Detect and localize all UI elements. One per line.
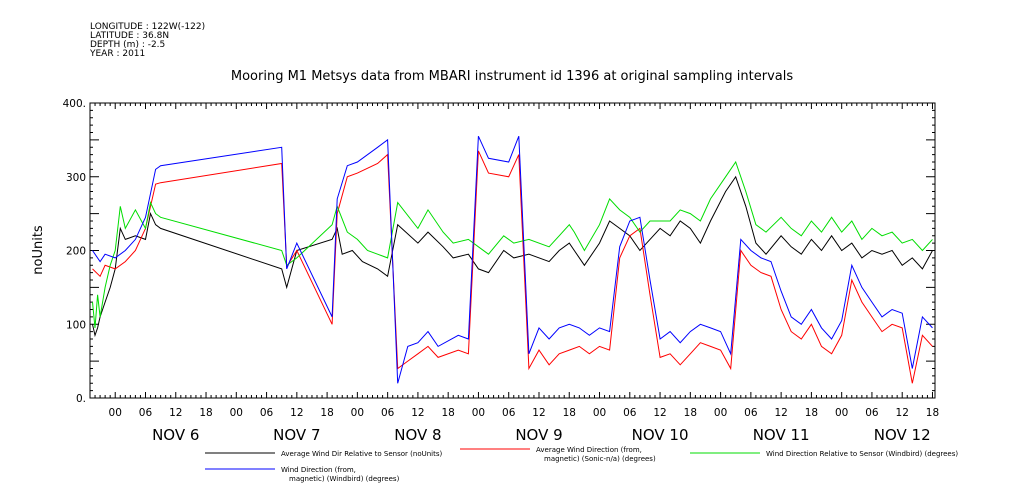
legend-label-cont: magnetic) (Sonic-n/a) (degrees) [544,455,656,463]
x-tick-label: 18 [320,407,333,419]
x-tick-label: 18 [684,407,697,419]
x-tick-label: 12 [290,407,303,419]
x-tick-label: 18 [563,407,576,419]
legend-label: Average Wind Dir Relative to Sensor (noU… [281,450,442,458]
latitude-label: LATITUDE : 36.8N [90,31,169,41]
series-rel-windbird-line [92,160,933,328]
y-tick-label: 300 [66,172,86,184]
x-tick-label: 18 [441,407,454,419]
x-tick-label: 18 [199,407,212,419]
x-tick-label: 06 [139,407,153,419]
x-tick-label: 00 [593,407,606,419]
x-tick-label: 18 [805,407,818,419]
plot-frame [89,102,936,399]
x-tick-label: 06 [744,407,758,419]
x-tick-label: 00 [835,407,848,419]
y-tick-label: 400. [63,98,86,110]
series-wind-dir-windbird-line [92,135,933,384]
x-tick-label: 06 [260,407,274,419]
x-tick-label: 12 [411,407,424,419]
x-day-label: NOV 9 [515,426,562,444]
depth-label: DEPTH (m) : -2.5 [90,40,165,50]
x-day-label: NOV 11 [753,426,810,444]
legend-label: Wind Direction (from, [281,466,356,474]
x-tick-label: 12 [169,407,182,419]
legend-label: Wind Direction Relative to Sensor (Windb… [766,450,958,458]
x-tick-label: 12 [653,407,666,419]
y-tick-label: 100 [66,319,86,331]
longitude-label: LONGITUDE : 122W(-122) [90,22,205,32]
y-axis-label: noUnits [31,225,46,275]
series-wind-dir-sonic-line [92,150,933,384]
x-tick-label: 06 [865,407,879,419]
chart-title: Mooring M1 Metsys data from MBARI instru… [231,69,793,84]
x-day-label: NOV 12 [874,426,931,444]
series-rel-sensor-line [92,175,933,338]
x-tick-label: 00 [230,407,243,419]
x-tick-label: 18 [926,407,939,419]
x-tick-label: 00 [472,407,485,419]
x-tick-label: 00 [714,407,727,419]
x-tick-label: 06 [502,407,516,419]
year-label: YEAR : 2011 [89,49,145,59]
x-tick-label: 06 [623,407,637,419]
x-day-label: NOV 10 [632,426,689,444]
x-tick-label: 12 [896,407,909,419]
x-tick-label: 00 [109,407,122,419]
x-tick-label: 12 [774,407,787,419]
x-tick-label: 12 [532,407,545,419]
legend-label-cont: magnetic) (Windbird) (degrees) [289,475,400,483]
x-day-label: NOV 6 [152,426,199,444]
legend-label: Average Wind Direction (from, [536,446,642,454]
y-tick-label: 0. [76,393,86,405]
x-tick-label: 00 [351,407,364,419]
x-tick-label: 06 [381,407,395,419]
x-day-label: NOV 8 [394,426,441,444]
x-day-label: NOV 7 [273,426,320,444]
y-tick-label: 200 [66,246,86,258]
